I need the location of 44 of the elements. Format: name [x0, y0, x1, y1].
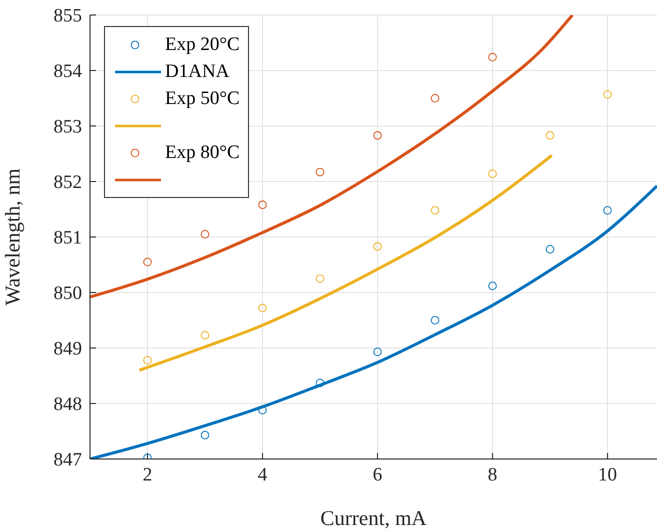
y-tick-label: 848 [54, 394, 82, 416]
point [546, 131, 554, 140]
legend-label: Exp 50°C [165, 87, 240, 111]
x-tick-label: 2 [142, 464, 152, 486]
point [488, 282, 497, 290]
point [200, 230, 210, 238]
point [143, 356, 152, 364]
point [258, 304, 267, 312]
y-tick-label: 853 [54, 116, 82, 138]
point [143, 258, 152, 266]
point [373, 242, 382, 251]
point [430, 206, 440, 215]
point [430, 94, 440, 102]
y-tick-label: 851 [54, 228, 82, 249]
point [373, 131, 382, 140]
y-tick-label: 852 [54, 172, 82, 194]
point [316, 378, 324, 388]
point [603, 90, 612, 99]
point [546, 244, 554, 254]
x-tick-label: 10 [598, 464, 618, 486]
legend-label: Exp 80°C [165, 141, 240, 165]
y-tick-label: 854 [54, 61, 82, 82]
point [316, 168, 324, 176]
x-tick-label: 8 [488, 464, 498, 486]
x-tick-label: 6 [372, 464, 382, 486]
point [430, 316, 440, 324]
point [603, 206, 612, 215]
y-tick-label: 855 [54, 6, 82, 27]
point [200, 330, 210, 340]
y-tick-label: 850 [54, 283, 82, 304]
x-tick-label: 4 [258, 464, 268, 486]
x-axis-title: Current, mA [320, 506, 428, 530]
point [488, 169, 497, 178]
point [373, 348, 382, 356]
legend-label: Exp 20°C [165, 33, 240, 57]
y-tick-label: 849 [54, 338, 82, 360]
point [200, 430, 210, 440]
y-tick-label: 847 [54, 450, 82, 471]
line-series [90, 15, 574, 298]
legend-label: D1ANA [165, 60, 230, 84]
point [258, 200, 267, 210]
point [488, 52, 497, 62]
point [316, 274, 324, 283]
y-axis-title: Wavelength, nm [0, 168, 24, 306]
